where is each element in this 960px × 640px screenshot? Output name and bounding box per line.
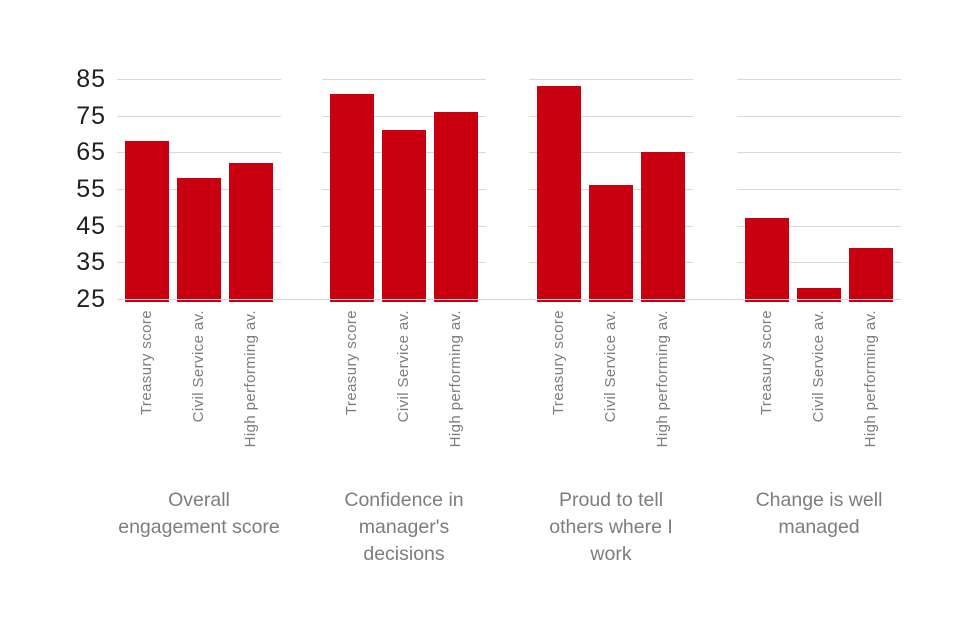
bar	[641, 152, 685, 302]
bar-category-label: Civil Service av.	[395, 310, 412, 423]
bar-category-label: Civil Service av.	[810, 310, 827, 423]
y-tick-label: 25	[76, 285, 106, 313]
bar	[537, 86, 581, 302]
group-label-line: Change is well	[755, 489, 883, 511]
bar-category-label: High performing av.	[447, 310, 464, 448]
bar	[849, 248, 893, 302]
y-tick-label: 75	[76, 101, 106, 130]
bar	[589, 185, 633, 302]
chart-panel: Treasury score Civil Service av. High perf…	[529, 79, 693, 565]
group-label-line: Confidence in	[344, 489, 464, 511]
panel-plot	[322, 79, 486, 302]
group-label-line: Overall	[168, 489, 230, 511]
y-tick-label: 85	[76, 65, 106, 93]
bar	[745, 218, 789, 302]
group-label-line: engagement score	[118, 516, 280, 538]
gridline	[737, 79, 901, 80]
y-tick-label: 55	[76, 175, 106, 203]
bar-category-label: Civil Service av.	[602, 310, 619, 423]
group-label: Overall engagement score	[79, 487, 319, 541]
bar-category-label: High performing av.	[862, 310, 879, 448]
group-label: Confidence in manager's decisions	[284, 487, 524, 568]
baseline-gridline	[117, 299, 901, 300]
panel-plot	[737, 79, 901, 302]
group-label: Change is well managed	[699, 487, 939, 541]
bar-category-label: Civil Service av.	[190, 310, 207, 423]
bar	[434, 112, 478, 302]
panel-plot	[529, 79, 693, 302]
gridline	[322, 79, 486, 80]
bar	[797, 288, 841, 302]
bar	[382, 130, 426, 302]
group-label-line: Proud to tell	[558, 489, 664, 511]
bar	[229, 163, 273, 302]
bar-category-label: Treasury score	[758, 310, 775, 416]
chart-panel: Treasury score Civil Service av. High perf…	[322, 79, 486, 565]
y-tick-label: 35	[76, 248, 106, 277]
gridline	[737, 116, 901, 117]
gridline	[117, 152, 281, 153]
bar-category-label: Treasury score	[138, 310, 155, 416]
group-label-line: managed	[778, 516, 860, 538]
group-label-line: manager's	[358, 516, 450, 538]
group-label-line: decisions	[363, 543, 445, 565]
bar	[125, 141, 169, 302]
gridline	[529, 79, 693, 80]
gridline	[737, 262, 901, 263]
bar-category-label: High performing av.	[654, 310, 671, 448]
bar	[177, 178, 221, 302]
gridline	[737, 189, 901, 190]
bar	[330, 94, 374, 302]
group-label: Proud to tell others where I work	[491, 487, 731, 568]
gridline	[117, 116, 281, 117]
group-label-line: work	[590, 543, 632, 565]
group-label-line: others where I	[549, 516, 673, 538]
gridline	[529, 152, 693, 153]
chart-panel: Treasury score Civil Service av. High perf…	[737, 79, 901, 538]
bar-category-label: Treasury score	[550, 310, 567, 416]
gridline	[737, 152, 901, 153]
y-tick-label: 65	[76, 138, 106, 167]
gridline	[737, 226, 901, 227]
gridline	[117, 79, 281, 80]
gridline	[322, 116, 486, 117]
bar-category-label: Treasury score	[343, 310, 360, 416]
gridline	[529, 116, 693, 117]
y-tick-label: 45	[76, 211, 106, 240]
panel-plot	[117, 79, 281, 302]
bar-category-label: High performing av.	[242, 310, 259, 448]
chart-panel: Treasury score Civil Service av. High perf…	[117, 79, 281, 538]
